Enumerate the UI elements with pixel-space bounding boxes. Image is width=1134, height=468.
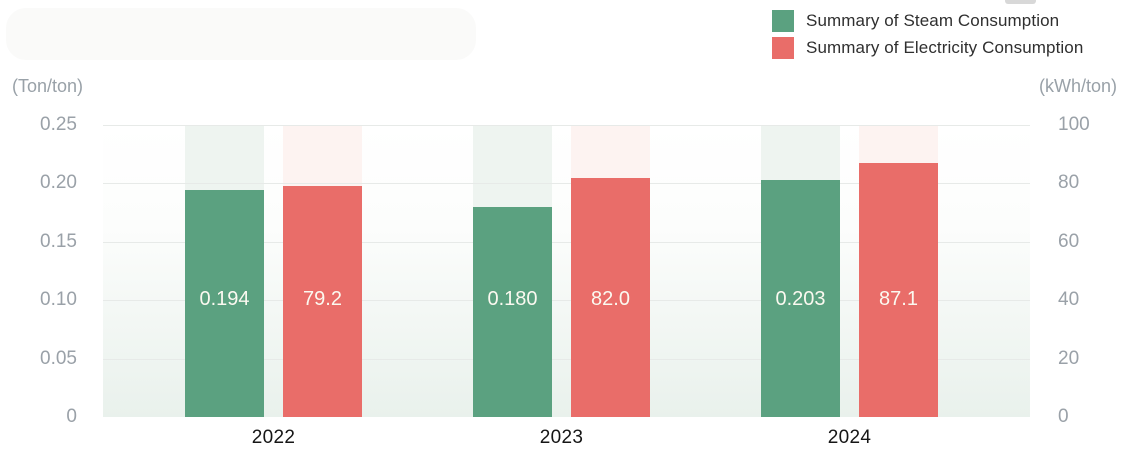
blurred-title-placeholder bbox=[6, 8, 476, 60]
y-axis-tick-right: 60 bbox=[1058, 230, 1080, 252]
left-axis-unit-label: (Ton/ton) bbox=[12, 76, 84, 96]
legend-item-electricity[interactable]: Summary of Electricity Consumption bbox=[772, 36, 1083, 59]
legend-item-steam[interactable]: Summary of Steam Consumption bbox=[772, 9, 1083, 32]
electricity-legend-swatch-icon bbox=[772, 36, 794, 59]
x-axis-label-2022: 2022 bbox=[251, 427, 296, 448]
y-axis-tick-left: 0.15 bbox=[40, 230, 77, 252]
y-axis-tick-left: 0.05 bbox=[40, 347, 77, 369]
bar-value-label: 0.194 bbox=[199, 288, 250, 310]
electricity-bar-2023[interactable]: 82.0 bbox=[571, 178, 650, 417]
legend-label-steam: Summary of Steam Consumption bbox=[806, 10, 1060, 30]
gridline bbox=[103, 125, 1030, 126]
steam-bar-2024[interactable]: 0.203 bbox=[761, 180, 840, 417]
gridline bbox=[103, 183, 1030, 184]
legend: Summary of Steam Consumption Summary of … bbox=[772, 9, 1083, 59]
y-axis-tick-right: 0 bbox=[1058, 406, 1069, 427]
bar-value-label: 87.1 bbox=[879, 288, 918, 310]
gridline bbox=[103, 359, 1030, 360]
y-axis-tick-left: 0.10 bbox=[40, 289, 77, 311]
y-axis-tick-left: 0 bbox=[66, 406, 77, 427]
y-axis-tick-right: 40 bbox=[1058, 289, 1080, 311]
y-axis-tick-right: 20 bbox=[1058, 347, 1080, 369]
y-axis-tick-left: 0.25 bbox=[40, 114, 77, 135]
bar-value-label: 0.180 bbox=[487, 288, 538, 310]
x-axis-label-2024: 2024 bbox=[827, 427, 872, 448]
plot-area: 0.194 0.180 0.203 79.2 82.0 87.1 bbox=[103, 125, 1030, 417]
bar-value-label: 0.203 bbox=[775, 288, 826, 310]
steam-bar-2023[interactable]: 0.180 bbox=[473, 207, 552, 417]
y-axis-tick-right: 100 bbox=[1058, 114, 1090, 135]
bar-value-label: 82.0 bbox=[591, 288, 630, 310]
gridline bbox=[103, 300, 1030, 301]
right-axis-unit-label: (kWh/ton) bbox=[1038, 76, 1117, 96]
steam-legend-swatch-icon bbox=[772, 9, 794, 32]
x-axis-label-2023: 2023 bbox=[539, 427, 584, 448]
y-axis-tick-right: 80 bbox=[1058, 172, 1080, 194]
electricity-bar-2024[interactable]: 87.1 bbox=[859, 163, 938, 417]
y-axis-tick-left: 0.20 bbox=[40, 172, 77, 194]
electricity-bar-2022[interactable]: 79.2 bbox=[283, 186, 362, 417]
bar-value-label: 79.2 bbox=[303, 288, 342, 310]
legend-label-electricity: Summary of Electricity Consumption bbox=[806, 37, 1084, 57]
steam-bar-2022[interactable]: 0.194 bbox=[185, 190, 264, 417]
gridline bbox=[103, 242, 1030, 243]
cropped-element-artifact bbox=[1005, 0, 1036, 4]
